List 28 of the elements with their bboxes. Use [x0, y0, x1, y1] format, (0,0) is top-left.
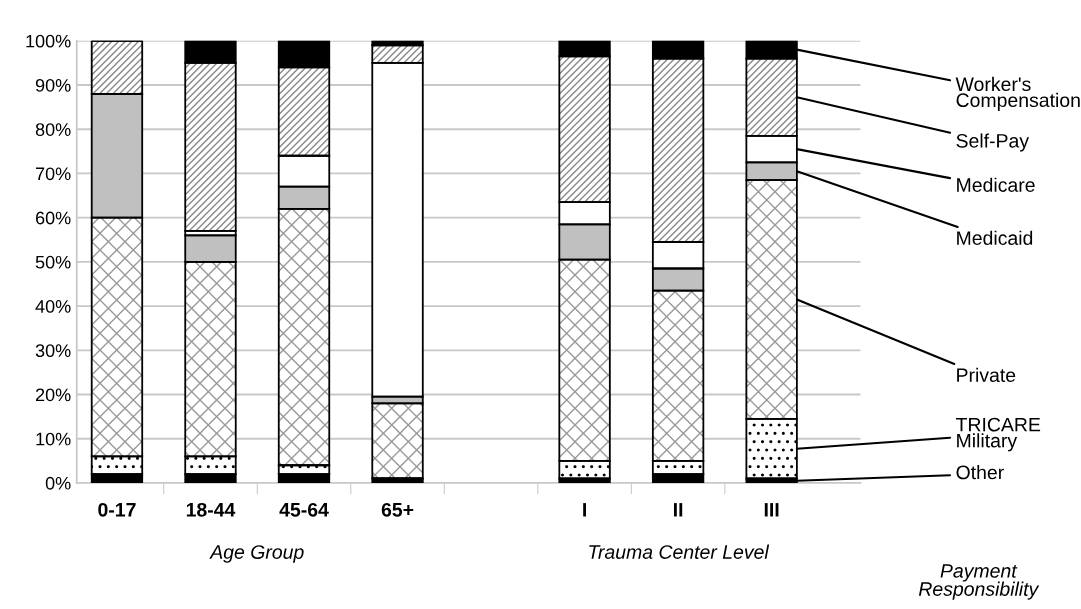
y-tick-label: 0%: [45, 476, 71, 490]
y-tick-label: 10%: [36, 432, 71, 446]
text: Age Group: [209, 545, 304, 563]
y-tick-label: 70%: [35, 167, 71, 181]
text: TRICARE Military: [956, 417, 1041, 452]
text: Medicare: [957, 177, 1035, 192]
x-tick-label: II: [674, 503, 683, 517]
text: Self-Pay: [956, 133, 1030, 152]
x-tick-label: 65+: [381, 502, 414, 517]
y-tick-label: 50%: [35, 255, 71, 269]
y-tick-label: 100%: [26, 34, 71, 48]
y-tick-label: 80%: [35, 123, 71, 136]
text: Other: [956, 465, 1004, 480]
text: Trauma Center Level: [589, 544, 770, 559]
x-tick-label: 0-17: [98, 502, 136, 517]
y-tick-label: 90%: [35, 78, 71, 92]
legend-title: Payment Responsibility: [918, 564, 1040, 600]
text: Worker's Compensation: [955, 76, 1080, 111]
x-tick-label: I: [583, 503, 586, 517]
y-tick-label: 40%: [35, 300, 71, 313]
text: Private: [957, 367, 1016, 383]
y-tick-label: 30%: [35, 344, 71, 358]
y-tick-label: 60%: [35, 211, 71, 225]
x-tick-label: 45-64: [279, 502, 329, 517]
x-tick-label: III: [764, 503, 779, 517]
y-tick-label: 20%: [35, 388, 71, 402]
x-tick-label: 18-44: [186, 502, 236, 517]
text: Medicaid: [957, 230, 1033, 245]
